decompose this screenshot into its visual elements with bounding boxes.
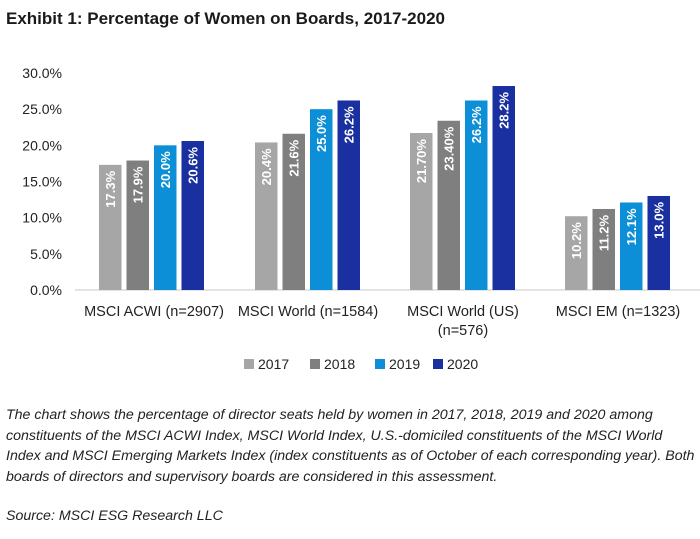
category-label: MSCI World (US)	[407, 304, 519, 320]
bar-2018	[282, 133, 305, 290]
y-tick-label: 20.0%	[22, 137, 62, 153]
y-tick-label: 30.0%	[22, 65, 62, 81]
legend-swatch-2019	[375, 359, 385, 369]
bar-value-label: 26.2%	[469, 106, 484, 143]
bar-value-label: 28.2%	[497, 92, 512, 129]
bar-value-label: 21.70%	[414, 139, 429, 184]
bar-value-label: 26.2%	[342, 106, 357, 143]
legend-label: 2018	[324, 356, 355, 372]
bar-value-label: 17.9%	[131, 166, 146, 203]
legend: 2017 2018 2019 2020	[244, 356, 478, 372]
bar-value-label: 12.1%	[624, 208, 639, 245]
bar-2018	[437, 120, 460, 291]
bar-2020	[647, 195, 670, 290]
bar-value-label: 20.0%	[158, 151, 173, 188]
bar-value-label: 20.4%	[259, 148, 274, 185]
legend-swatch-2017	[244, 359, 254, 369]
bar-2017	[99, 164, 122, 290]
chart-title: Exhibit 1: Percentage of Women on Boards…	[6, 9, 445, 28]
bar-2019	[465, 100, 488, 290]
bar-2020	[337, 100, 360, 290]
bar-2017	[255, 142, 278, 290]
bar-series-group: 17.3% 20.4% 21.70% 10.2% 17.9% 21.6% 23.40% 11.…	[99, 86, 670, 291]
bar-value-label: 11.2%	[597, 215, 612, 252]
legend-label: 2019	[389, 356, 420, 372]
bar-2019	[310, 109, 333, 291]
bar-2018	[126, 160, 149, 290]
category-label: MSCI ACWI (n=2907)	[84, 304, 224, 320]
bar-value-label: 13.0%	[652, 202, 667, 239]
bar-2020	[492, 86, 515, 291]
legend-swatch-2018	[310, 359, 320, 369]
bar-value-label: 20.6%	[186, 147, 201, 184]
bar-value-label: 25.0%	[314, 115, 329, 152]
bar-2017	[410, 133, 433, 290]
legend-swatch-2020	[433, 359, 443, 369]
y-tick-label: 25.0%	[22, 101, 62, 117]
legend-label: 2017	[258, 356, 289, 372]
bar-2018	[592, 208, 615, 290]
bar-2017	[565, 216, 588, 290]
y-tick-label: 0.0%	[30, 282, 62, 298]
bar-2020	[181, 140, 204, 290]
legend-label: 2020	[447, 356, 478, 372]
category-label: MSCI EM (n=1323)	[556, 304, 681, 320]
bar-2019	[154, 145, 177, 290]
bar-chart: 0.0% 5.0% 10.0% 15.0% 20.0% 25.0% 30.0% 17.3% 2…	[22, 65, 700, 372]
bar-value-label: 23.40%	[442, 126, 457, 171]
y-tick-label: 15.0%	[22, 174, 62, 190]
source-note: Source: MSCI ESG Research LLC	[6, 508, 223, 524]
y-tick-label: 10.0%	[22, 210, 62, 226]
category-labels: MSCI ACWI (n=2907) MSCI World (n=1584) MSC…	[84, 304, 680, 339]
y-tick-label: 5.0%	[30, 246, 62, 262]
bar-value-label: 10.2%	[569, 222, 584, 259]
bar-value-label: 21.6%	[287, 139, 302, 176]
bar-value-label: 17.3%	[103, 170, 118, 207]
y-axis: 0.0% 5.0% 10.0% 15.0% 20.0% 25.0% 30.0%	[22, 65, 62, 298]
chart-caption: The chart shows the percentage of direct…	[6, 407, 695, 485]
category-label: MSCI World (n=1584)	[238, 304, 378, 320]
bar-2019	[620, 202, 643, 290]
category-label: (n=576)	[438, 323, 488, 339]
